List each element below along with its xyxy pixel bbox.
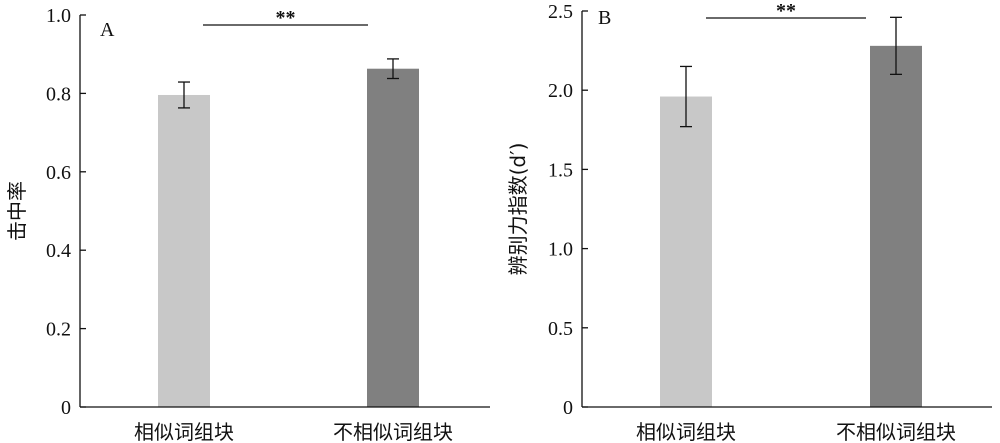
y-tick-label-4: 0.8 (46, 83, 71, 105)
bar-1 (660, 96, 712, 407)
y-tick-label-5: 1.0 (46, 5, 71, 27)
category-label-1: 相似词组块 (636, 420, 736, 443)
y-axis-label: 击中率 (5, 181, 29, 241)
chart-panel-2: 相似词组块 不相似词组块 0 0.5 1.0 1.5 2.0 2.5 辨别力指数(d′) B ** (506, 0, 992, 443)
y-tick-label-2: 1.0 (548, 239, 573, 261)
y-tick-label-2: 0.4 (46, 240, 71, 262)
y-tick-label-1: 0.2 (46, 319, 71, 341)
category-label-2: 不相似词组块 (333, 420, 453, 443)
panel-label: A (100, 19, 115, 41)
y-tick-label-3: 0.6 (46, 162, 71, 184)
y-tick-label-0: 0 (563, 397, 573, 419)
y-tick-label-1: 0.5 (548, 318, 573, 340)
bar-1 (158, 94, 210, 407)
y-axis-label: 辨别力指数(d′) (506, 143, 530, 276)
y-tick-label-5: 2.5 (548, 1, 573, 23)
bar-2 (367, 68, 419, 407)
bar-2 (870, 45, 922, 408)
significance-marker: ** (276, 7, 296, 29)
category-label-1: 相似词组块 (134, 420, 234, 443)
category-label-2: 不相似词组块 (836, 420, 956, 443)
y-tick-label-3: 1.5 (548, 159, 573, 181)
y-tick-label-0: 0 (61, 397, 71, 419)
panel-label: B (598, 7, 611, 29)
chart-panel-1: 相似词组块 不相似词组块 0 0.2 0.4 0.6 0.8 1.0 击中率 A ** (5, 5, 490, 443)
y-tick-label-4: 2.0 (548, 80, 573, 102)
significance-marker: ** (776, 0, 796, 22)
